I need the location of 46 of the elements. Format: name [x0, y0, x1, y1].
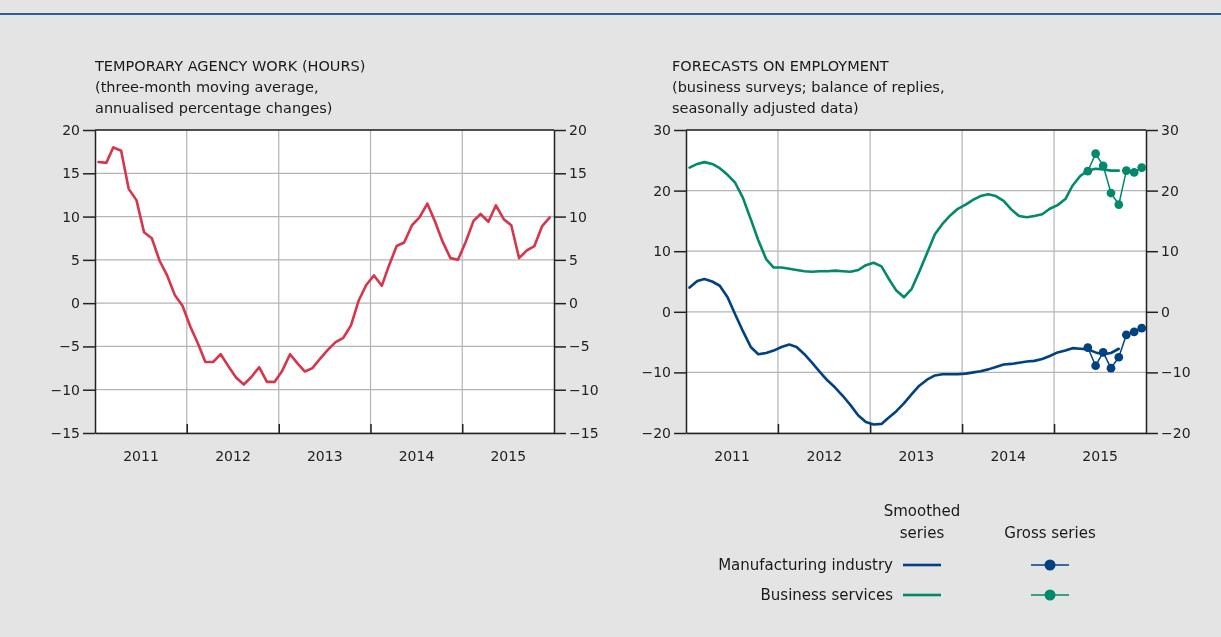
chart-title: FORECASTS ON EMPLOYMENT — [672, 58, 889, 74]
y-tick-label: −15 — [50, 424, 80, 441]
y2-tick-label: −10 — [1161, 364, 1191, 381]
chart-title: TEMPORARY AGENCY WORK (HOURS) — [94, 58, 366, 74]
y2-tick-label: 0 — [1161, 303, 1170, 320]
text: Smoothed series — [883, 502, 961, 542]
legend-label: Manufacturing industry — [718, 556, 894, 574]
y2-tick-label: −10 — [569, 381, 599, 398]
y2-tick-label: 10 — [569, 208, 587, 225]
chart-subtitle: (three-month moving average, annualised percentage changes) — [95, 79, 333, 116]
x-tick-label: 2015 — [490, 447, 527, 464]
y-tick-label: −10 — [641, 364, 671, 381]
y-tick-label: −20 — [641, 424, 671, 441]
y-tick-label: 10 — [62, 208, 80, 225]
y-tick-label: 0 — [71, 295, 80, 312]
x-tick-label: 2012 — [806, 447, 843, 464]
x-tick-label: 2012 — [215, 447, 251, 464]
x-tick-label: 2011 — [123, 447, 159, 464]
y-tick-label: 20 — [62, 121, 80, 138]
x-tick-label: 2015 — [1082, 447, 1118, 464]
y-tick-label: 20 — [653, 182, 671, 199]
x-tick-label: 2013 — [306, 447, 343, 464]
text: Gross series — [1004, 524, 1096, 542]
y2-tick-label: 5 — [569, 251, 578, 268]
y-tick-label: −5 — [59, 338, 80, 355]
y2-tick-label: 0 — [569, 295, 578, 312]
x-tick-label: 2014 — [398, 447, 435, 464]
y2-tick-label: 20 — [569, 121, 587, 138]
x-tick-label: 2013 — [898, 447, 935, 464]
y2-tick-label: 10 — [1161, 243, 1179, 260]
y-tick-label: −10 — [50, 381, 80, 398]
chart-subtitle: (business surveys; balance of replies, seasonally adjusted data) — [672, 79, 945, 116]
legend-label: Business services — [760, 586, 894, 604]
y2-tick-label: −15 — [569, 424, 599, 441]
x-tick-label: 2014 — [990, 447, 1027, 464]
y2-tick-label: −20 — [1161, 424, 1191, 441]
y2-tick-label: 30 — [1161, 121, 1179, 138]
y2-tick-label: −5 — [569, 338, 590, 355]
y-tick-label: 30 — [653, 121, 671, 138]
x-tick-label: 2011 — [714, 447, 750, 464]
y-tick-label: 0 — [662, 303, 671, 320]
y-tick-label: 5 — [71, 251, 80, 268]
y-tick-label: 15 — [62, 165, 80, 182]
y2-tick-label: 20 — [1161, 182, 1179, 199]
y2-tick-label: 15 — [569, 165, 587, 182]
y-tick-label: 10 — [653, 243, 671, 260]
